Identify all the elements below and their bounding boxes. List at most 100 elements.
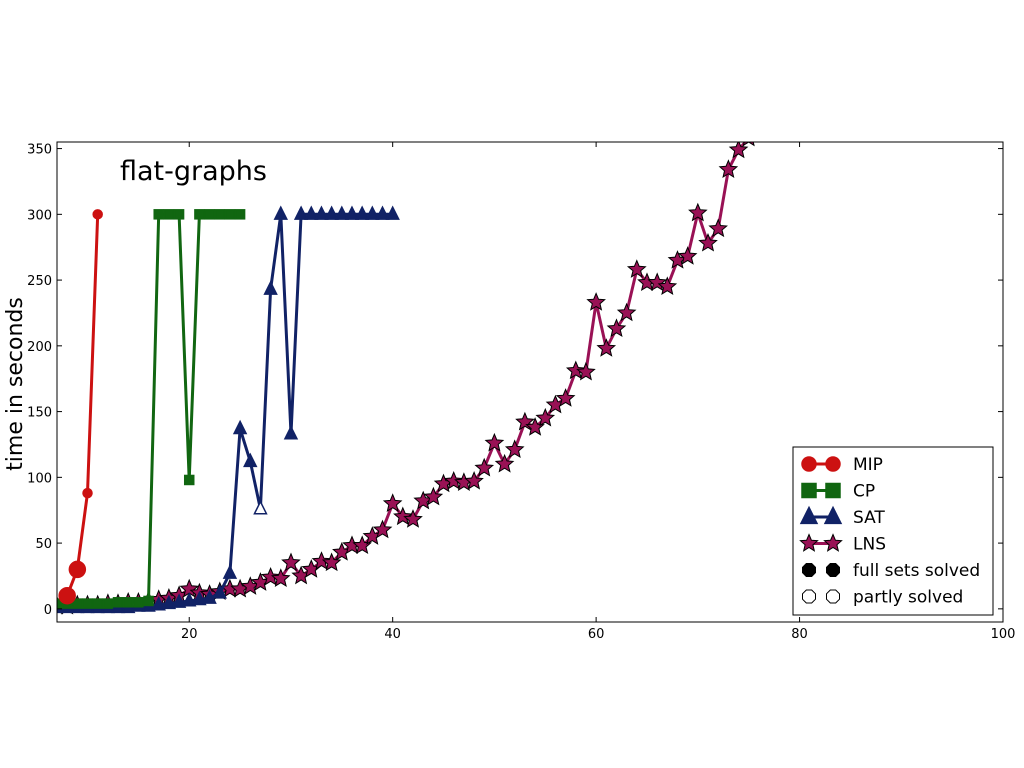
data-point-cp — [153, 209, 164, 220]
legend-box — [792, 446, 994, 616]
legend-label: LNS — [853, 535, 886, 555]
data-point-cp — [224, 209, 236, 220]
data-point-lns — [576, 361, 596, 381]
data-point-sat — [171, 593, 187, 608]
data-point-sat — [253, 500, 268, 515]
legend-marker — [801, 482, 817, 499]
y-tick-label: 150 — [27, 406, 52, 421]
data-point-lns — [657, 276, 678, 295]
x-tick-label: 100 — [991, 627, 1016, 642]
data-point-lns — [270, 568, 291, 587]
data-point-sat — [161, 594, 177, 610]
data-point-lns — [281, 552, 301, 572]
data-point-lns — [565, 360, 586, 380]
data-point-sat — [273, 205, 288, 220]
legend-item: partly solved — [802, 588, 963, 608]
data-point-mip — [58, 586, 76, 605]
data-point-lns — [504, 439, 525, 459]
data-point-sat — [151, 596, 166, 611]
data-point-sat — [344, 205, 360, 220]
data-point-sat — [293, 205, 309, 220]
data-point-cp — [183, 474, 195, 486]
plot-frame — [56, 141, 1004, 623]
data-point-lns — [474, 457, 495, 477]
data-point-sat — [283, 425, 299, 440]
data-point-lns — [626, 259, 647, 278]
data-point-cp — [163, 209, 175, 220]
data-point-sat — [192, 590, 207, 606]
y-tick-label: 250 — [27, 274, 52, 289]
legend-marker — [826, 563, 840, 577]
data-point-lns — [616, 302, 637, 322]
data-point-sat — [385, 205, 400, 220]
data-point-lns — [677, 246, 698, 265]
data-point-cp — [133, 597, 144, 608]
data-point-lns — [728, 142, 749, 159]
data-point-lns — [393, 506, 413, 526]
y-axis-label: time in seconds — [3, 297, 28, 471]
data-point-lns — [596, 338, 617, 357]
legend-label: full sets solved — [853, 561, 980, 581]
data-point-lns — [403, 509, 423, 528]
data-point-lns — [555, 388, 576, 407]
y-tick-label: 50 — [35, 537, 52, 552]
legend-item: CP — [801, 482, 875, 502]
ticks-layer: 20 40 60 80 100 0 50 100 150 200 250 300 350 — [27, 142, 1015, 642]
data-point-cp — [72, 598, 83, 609]
data-point-lns — [372, 519, 393, 539]
series-layer — [57, 142, 755, 615]
data-point-sat — [304, 205, 319, 220]
data-point-lns — [688, 202, 708, 222]
legend-marker — [823, 533, 843, 552]
data-point-cp — [92, 598, 103, 609]
data-point-lns — [718, 159, 739, 178]
data-point-sat — [212, 584, 227, 599]
legend-item: MIP — [801, 455, 883, 475]
data-point-cp — [234, 209, 246, 220]
legend-label: SAT — [853, 508, 885, 528]
legend-item: SAT — [799, 505, 885, 528]
data-point-sat — [365, 205, 380, 220]
y-tick-label: 100 — [27, 471, 52, 486]
x-tick-label: 20 — [181, 627, 198, 642]
data-point-cp — [102, 598, 114, 609]
data-point-lns — [494, 453, 515, 473]
data-point-lns — [586, 292, 606, 311]
data-point-cp — [82, 598, 93, 609]
data-point-cp — [214, 209, 226, 220]
legend-marker — [802, 589, 816, 604]
data-point-lns — [423, 486, 444, 506]
data-point-cp — [112, 597, 124, 608]
data-point-sat — [222, 564, 238, 579]
data-point-cp — [194, 209, 205, 220]
data-point-sat — [182, 592, 197, 607]
legend-item: full sets solved — [802, 561, 980, 581]
legend-marker — [799, 505, 819, 525]
data-point-sat — [354, 205, 370, 220]
x-tick-label: 40 — [384, 627, 401, 642]
legend-marker — [799, 533, 819, 552]
legend: MIP CP SAT LNS full sets solved partly solved — [792, 446, 994, 616]
data-point-lns — [443, 471, 464, 490]
data-point-cp — [122, 597, 134, 608]
y-tick-label: 350 — [27, 143, 52, 158]
legend-label: CP — [853, 482, 875, 502]
legend-label: MIP — [853, 455, 883, 475]
data-point-sat — [243, 452, 258, 468]
data-point-sat — [334, 205, 350, 220]
data-point-sat — [263, 280, 278, 295]
data-point-lns — [535, 407, 556, 427]
legend-marker — [825, 456, 841, 472]
y-tick-label: 200 — [27, 340, 52, 355]
data-point-lns — [382, 493, 403, 512]
x-tick-label: 60 — [588, 627, 605, 642]
data-point-lns — [606, 318, 627, 338]
legend-marker — [825, 482, 841, 499]
chart-title: flat-graphs — [120, 156, 267, 187]
series-mip — [58, 209, 103, 605]
data-point-sat — [375, 205, 390, 220]
data-point-cp — [143, 595, 154, 607]
legend-item: LNS — [799, 533, 886, 555]
data-point-lns — [260, 567, 281, 586]
